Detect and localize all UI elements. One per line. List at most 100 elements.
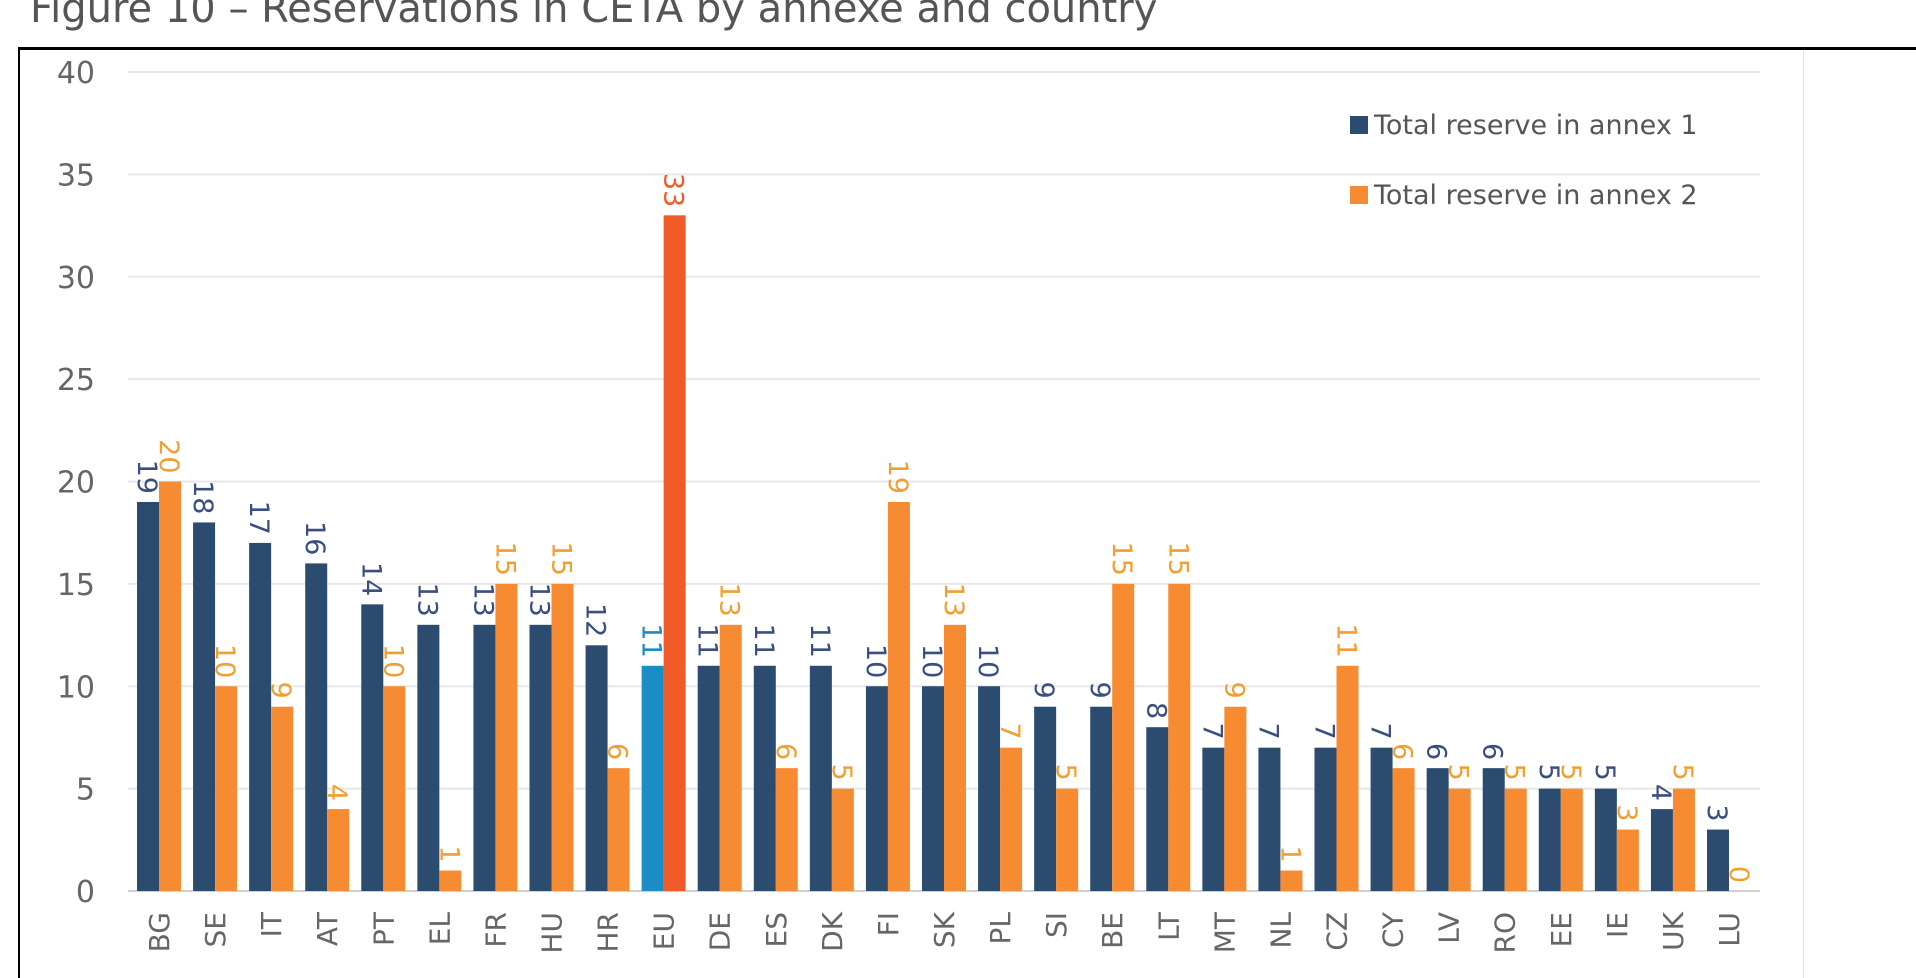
data-label: 10 [377, 644, 408, 678]
data-label: 13 [524, 582, 555, 616]
bar-annex1-ee [1538, 788, 1561, 891]
frame-top-border [18, 47, 1916, 50]
bar-annex1-eu [641, 665, 664, 891]
bar-annex1-el [417, 624, 440, 891]
y-tick-label: 0 [76, 875, 95, 910]
data-label: 7 [1252, 722, 1283, 739]
data-label: 11 [748, 623, 779, 657]
legend-label-1: Total reserve in annex 1 [1373, 110, 1698, 141]
bar-annex2-cz [1336, 665, 1359, 891]
legend-swatch-2 [1350, 186, 1368, 204]
bar-annex1-lt [1146, 727, 1169, 891]
bar-annex2-ee [1560, 788, 1583, 891]
data-label: 11 [1331, 623, 1362, 657]
x-tick-label: CY [1377, 911, 1410, 948]
data-label: 5 [1499, 763, 1530, 780]
x-tick-label: AT [311, 911, 344, 946]
x-tick-label: RO [1489, 912, 1522, 954]
bar-annex2-be [1112, 583, 1135, 891]
data-label: 3 [1611, 804, 1642, 821]
data-label: 9 [1218, 682, 1249, 699]
bar-annex1-it [249, 542, 272, 891]
bar-annex1-dk [809, 665, 832, 891]
legend-swatch-1 [1350, 116, 1368, 134]
legend-label-2: Total reserve in annex 2 [1373, 180, 1698, 211]
data-label: 7 [1309, 722, 1340, 739]
bar-annex1-ie [1594, 788, 1617, 891]
data-label: 13 [938, 582, 969, 616]
data-label: 7 [994, 722, 1025, 739]
bar-annex1-be [1090, 706, 1113, 891]
x-tick-label: EL [423, 912, 456, 946]
bar-annex2-pl [1000, 747, 1023, 891]
x-tick-label: ES [760, 912, 793, 947]
bar-annex2-fr [495, 583, 518, 891]
plot-area-right-border [1803, 50, 1804, 978]
bar-annex2-at [327, 809, 350, 891]
x-tick-label: LV [1433, 912, 1466, 944]
bar-annex2-ie [1616, 829, 1639, 891]
figure-title: Figure 10 – Reservations in CETA by anne… [30, 0, 1158, 32]
data-label: 6 [1421, 743, 1452, 760]
bar-annex2-sk [944, 624, 966, 891]
y-tick-label: 35 [57, 158, 95, 193]
bar-annex2-se [215, 686, 238, 891]
data-label: 19 [131, 460, 162, 494]
data-label: 10 [972, 644, 1003, 678]
x-tick-label: BE [1096, 912, 1129, 949]
bar-annex2-nl [1280, 870, 1303, 891]
data-label: 4 [1645, 784, 1676, 801]
bar-annex1-nl [1258, 747, 1281, 891]
bar-annex2-es [775, 768, 798, 891]
bar-annex2-hr [607, 768, 630, 891]
bar-annex2-mt [1224, 706, 1247, 891]
bar-annex1-de [697, 665, 720, 891]
bar-annex2-uk [1672, 788, 1695, 891]
data-label: 14 [355, 562, 386, 596]
data-label: 10 [209, 644, 240, 678]
bar-annex2-it [271, 706, 294, 891]
data-label: 5 [1589, 763, 1620, 780]
x-tick-label: SI [1040, 912, 1073, 938]
bar-annex1-at [305, 563, 328, 891]
y-tick-label: 15 [57, 568, 95, 603]
bar-annex2-si [1056, 788, 1079, 891]
x-tick-label: IE [1601, 912, 1634, 938]
bar-annex1-mt [1202, 747, 1225, 891]
bar-annex2-lt [1168, 583, 1191, 891]
x-tick-label: UK [1657, 911, 1690, 950]
data-label: 11 [804, 623, 835, 657]
data-label: 9 [1028, 682, 1059, 699]
data-label: 5 [1555, 763, 1586, 780]
data-label: 15 [1106, 542, 1137, 576]
bar-annex1-pt [361, 604, 384, 891]
data-label: 15 [546, 542, 577, 576]
bar-annex1-cz [1314, 747, 1337, 891]
bar-annex1-fi [865, 686, 888, 891]
data-label: 6 [1387, 743, 1418, 760]
bar-annex1-pl [978, 686, 1001, 891]
data-label: 1 [1274, 845, 1305, 862]
bar-annex1-ro [1482, 768, 1505, 891]
bar-annex2-cy [1392, 768, 1415, 891]
bar-annex1-uk [1650, 809, 1673, 891]
x-tick-label: HR [592, 912, 625, 953]
data-label: 10 [916, 644, 947, 678]
data-label: 5 [1050, 763, 1081, 780]
data-label: 9 [265, 682, 296, 699]
bar-annex2-fi [887, 501, 910, 891]
frame-left-border [18, 47, 20, 978]
data-label: 4 [321, 784, 352, 801]
data-label: 5 [1443, 763, 1474, 780]
y-tick-label: 40 [57, 56, 95, 91]
bar-annex2-hu [551, 583, 574, 891]
data-label: 11 [692, 623, 723, 657]
x-tick-label: LT [1152, 911, 1185, 941]
data-label: 10 [860, 644, 891, 678]
bar-annex1-hr [585, 645, 608, 891]
data-label: 7 [1196, 722, 1227, 739]
data-label: 6 [1477, 743, 1508, 760]
x-tick-label: CZ [1321, 912, 1354, 951]
bar-annex2-dk [831, 788, 854, 891]
